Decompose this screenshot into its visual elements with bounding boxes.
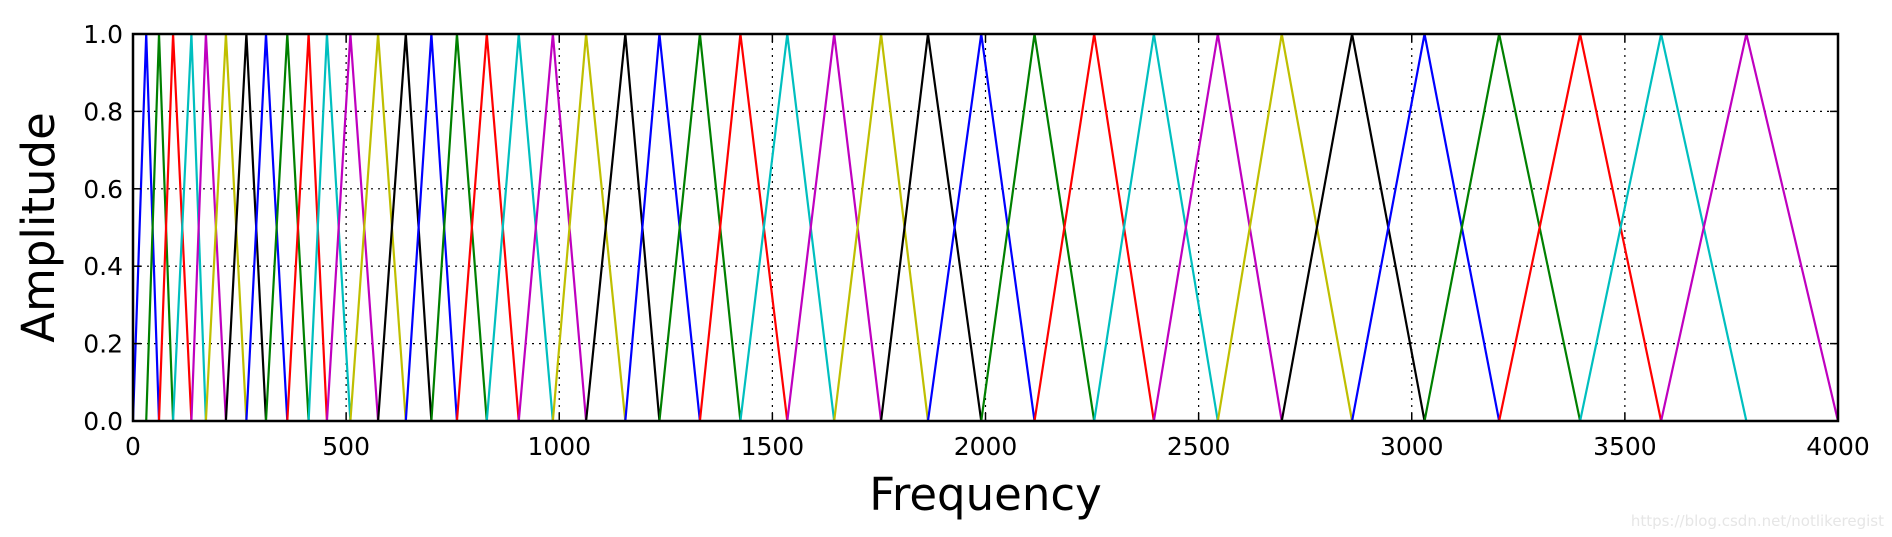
x-tick-label-0: 0 xyxy=(125,432,141,461)
filter-series-30 xyxy=(1033,33,1155,422)
filter-series-24 xyxy=(739,33,836,422)
series-lines xyxy=(131,33,1840,422)
filter-series-6 xyxy=(224,33,268,422)
filter-series-12 xyxy=(349,33,407,422)
filter-series-1 xyxy=(145,33,175,422)
y-tick-label-1: 0.2 xyxy=(83,330,123,359)
filter-series-13 xyxy=(376,33,433,422)
watermark-text: https://blog.csdn.net/notlikeregist xyxy=(1631,512,1884,530)
filter-series-37 xyxy=(1498,33,1663,422)
filter-series-39 xyxy=(1660,33,1840,422)
x-tick-label-8: 4000 xyxy=(1806,432,1870,461)
y-axis-title: Amplitude xyxy=(12,112,65,343)
filter-series-25 xyxy=(786,33,883,422)
y-tick-label-0: 0.0 xyxy=(83,407,123,436)
x-tick-label-3: 1500 xyxy=(741,432,805,461)
filter-series-9 xyxy=(286,33,329,422)
filter-series-23 xyxy=(698,33,789,422)
y-tick-label-3: 0.6 xyxy=(83,175,123,204)
filter-series-20 xyxy=(585,33,661,422)
y-tick-label-4: 0.8 xyxy=(83,97,123,126)
x-tick-label-1: 500 xyxy=(322,432,370,461)
filter-series-29 xyxy=(980,33,1096,422)
x-tick-label-6: 3000 xyxy=(1380,432,1444,461)
filter-series-36 xyxy=(1423,33,1582,422)
filter-series-7 xyxy=(245,33,289,422)
filter-series-27 xyxy=(879,33,983,422)
filter-series-15 xyxy=(430,33,488,422)
filter-series-35 xyxy=(1350,33,1501,422)
x-tick-label-4: 2000 xyxy=(954,432,1018,461)
filter-series-8 xyxy=(264,33,310,422)
filter-series-16 xyxy=(455,33,520,422)
filter-series-19 xyxy=(551,33,627,422)
filter-series-28 xyxy=(926,33,1036,422)
filter-series-17 xyxy=(485,33,554,422)
filter-series-0 xyxy=(131,33,161,422)
x-tick-label-5: 2500 xyxy=(1167,432,1231,461)
filter-series-11 xyxy=(325,33,380,422)
filter-series-38 xyxy=(1579,33,1748,422)
grid-lines xyxy=(132,33,1839,422)
filter-series-5 xyxy=(204,33,248,422)
plot-frame xyxy=(131,32,1840,423)
y-tick-label-5: 1.0 xyxy=(83,20,123,49)
filter-series-18 xyxy=(517,33,588,422)
x-axis-title: Frequency xyxy=(869,468,1101,521)
x-tick-labels: 0 500 1000 1500 2000 2500 3000 3500 4000 xyxy=(125,432,1870,461)
filter-series-33 xyxy=(1216,33,1354,422)
y-tick-label-2: 0.4 xyxy=(83,252,123,281)
filter-series-14 xyxy=(404,33,459,422)
filter-series-32 xyxy=(1152,33,1283,422)
filter-series-34 xyxy=(1280,33,1426,422)
filter-series-22 xyxy=(658,33,742,422)
filter-series-21 xyxy=(624,33,702,422)
filter-series-31 xyxy=(1093,33,1219,422)
axis-ticks xyxy=(132,33,1839,422)
x-tick-label-2: 1000 xyxy=(527,432,591,461)
x-tick-label-7: 3500 xyxy=(1593,432,1657,461)
filter-series-26 xyxy=(833,33,930,422)
y-tick-labels: 0.0 0.2 0.4 0.6 0.8 1.0 xyxy=(83,20,123,436)
